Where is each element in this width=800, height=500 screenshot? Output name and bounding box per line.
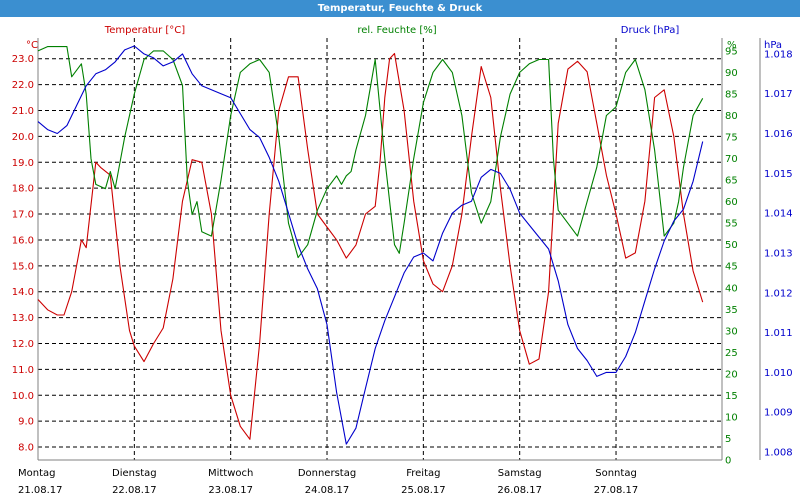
humidity-unit: %	[727, 40, 737, 51]
grid	[38, 38, 722, 460]
pressure-axis-label: Druck [hPa]	[621, 25, 680, 36]
pressure-line	[37, 45, 704, 445]
humidity-tick-label: 60	[725, 197, 738, 208]
humidity-tick-label: 20	[725, 369, 738, 380]
temperature-tick-label: 18.0	[12, 184, 34, 195]
pressure-tick-label: 1.014	[764, 209, 793, 220]
pressure-tick-label: 1.013	[764, 248, 793, 259]
pressure-tick-label: 1.010	[764, 368, 793, 379]
temperature-tick-label: 16.0	[12, 235, 34, 246]
x-tick-day: Sonntag	[595, 468, 637, 479]
humidity-tick-label: 30	[725, 326, 738, 337]
series-lines	[37, 45, 704, 445]
axes	[37, 38, 761, 461]
window-title: Temperatur, Feuchte & Druck	[0, 0, 800, 17]
pressure-tick-label: 1.018	[764, 49, 793, 60]
pressure-tick-label: 1.015	[764, 169, 793, 180]
temperature-tick-label: 22.0	[12, 80, 34, 91]
temperature-line	[37, 52, 704, 440]
temperature-tick-label: 15.0	[12, 261, 34, 272]
temperature-tick-label: 10.0	[12, 391, 34, 402]
temperature-tick-label: 11.0	[12, 365, 34, 376]
humidity-tick-label: 70	[725, 154, 738, 165]
x-tick-date: 25.08.17	[401, 485, 446, 496]
humidity-tick-label: 55	[725, 219, 738, 230]
humidity-tick-label: 35	[725, 305, 738, 316]
humidity-tick-label: 75	[725, 133, 738, 144]
x-tick-day: Dienstag	[112, 468, 157, 479]
temperature-axis-label: Temperatur [°C]	[104, 25, 185, 36]
humidity-tick-label: 95	[725, 46, 738, 57]
x-tick-day: Samstag	[498, 468, 542, 479]
pressure-tick-label: 1.011	[764, 328, 793, 339]
x-tick-date: 21.08.17	[18, 485, 63, 496]
temperature-tick-label: 17.0	[12, 210, 34, 221]
pressure-tick-label: 1.008	[764, 448, 793, 459]
humidity-line	[37, 46, 704, 259]
x-tick-date: 23.08.17	[208, 485, 253, 496]
humidity-tick-label: 85	[725, 89, 738, 100]
temperature-tick-label: 20.0	[12, 132, 34, 143]
x-tick-date: 27.08.17	[594, 485, 639, 496]
temperature-tick-label: 21.0	[12, 106, 34, 117]
temperature-unit: °C	[26, 40, 38, 51]
humidity-tick-label: 65	[725, 176, 738, 187]
humidity-tick-label: 40	[725, 283, 738, 294]
x-tick-date: 22.08.17	[112, 485, 157, 496]
humidity-tick-label: 90	[725, 68, 738, 79]
pressure-tick-label: 1.017	[764, 89, 793, 100]
humidity-tick-label: 15	[725, 391, 738, 402]
x-tick-day: Freitag	[406, 468, 440, 479]
temperature-tick-label: 23.0	[12, 54, 34, 65]
humidity-tick-label: 10	[725, 412, 738, 423]
humidity-tick-label: 45	[725, 262, 738, 273]
pressure-unit: hPa	[764, 40, 782, 51]
x-tick-day: Donnerstag	[298, 468, 356, 479]
humidity-tick-label: 25	[725, 348, 738, 359]
temperature-tick-label: 12.0	[12, 339, 34, 350]
humidity-tick-label: 80	[725, 111, 738, 122]
temperature-tick-label: 8.0	[18, 443, 34, 454]
temperature-tick-label: 13.0	[12, 313, 34, 324]
humidity-tick-label: 0	[725, 456, 731, 467]
x-tick-date: 26.08.17	[497, 485, 542, 496]
humidity-axis-label: rel. Feuchte [%]	[357, 25, 436, 36]
axis-labels: 8.0 9.0 10.0 11.0 12.0 13.0 14.0 15.0 16.0 17.0 18…	[12, 25, 793, 496]
temperature-tick-label: 9.0	[18, 417, 34, 428]
temperature-tick-label: 14.0	[12, 287, 34, 298]
x-tick-day: Montag	[18, 468, 55, 479]
pressure-tick-label: 1.012	[764, 288, 793, 299]
x-tick-date: 24.08.17	[305, 485, 350, 496]
temperature-tick-label: 19.0	[12, 158, 34, 169]
x-tick-day: Mittwoch	[208, 468, 253, 479]
humidity-tick-label: 50	[725, 240, 738, 251]
pressure-tick-label: 1.016	[764, 129, 793, 140]
pressure-tick-label: 1.009	[764, 408, 793, 419]
humidity-tick-label: 5	[725, 434, 731, 445]
